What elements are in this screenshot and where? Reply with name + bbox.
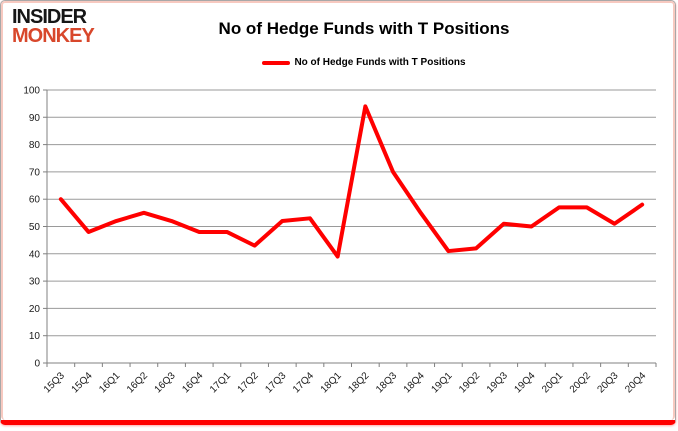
x-axis-label: 16Q3 [153, 370, 178, 395]
x-axis-label: 17Q1 [208, 370, 233, 395]
x-axis-label: 18Q4 [402, 370, 427, 395]
insider-monkey-logo: INSIDER MONKEY [12, 6, 95, 47]
x-axis-label: 15Q4 [70, 370, 95, 395]
x-axis-label: 17Q4 [291, 370, 316, 395]
y-axis-label: 60 [29, 195, 41, 206]
x-axis-label: 18Q1 [319, 370, 344, 395]
y-axis-label: 0 [34, 359, 40, 370]
legend-line-marker [262, 60, 291, 65]
y-axis-label: 10 [29, 331, 41, 342]
x-axis-label: 16Q4 [180, 370, 205, 395]
x-axis-label: 20Q4 [623, 370, 648, 395]
x-axis-label: 20Q3 [596, 370, 621, 395]
x-axis-label: 19Q4 [512, 370, 537, 395]
y-axis-label: 70 [29, 167, 41, 178]
y-axis-label: 100 [23, 86, 40, 97]
x-axis-label: 17Q2 [236, 370, 261, 395]
y-axis-label: 90 [29, 113, 41, 124]
x-axis-label: 18Q2 [346, 370, 371, 395]
x-axis-label: 16Q1 [97, 370, 122, 395]
y-axis-label: 80 [29, 140, 41, 151]
x-axis-label: 20Q1 [540, 370, 565, 395]
legend: No of Hedge Funds with T Positions [53, 57, 675, 68]
x-axis-label: 16Q2 [125, 370, 150, 395]
y-axis-label: 30 [29, 277, 41, 288]
x-axis-label: 19Q1 [429, 370, 454, 395]
x-axis-label: 19Q2 [457, 370, 482, 395]
y-axis-label: 50 [29, 222, 41, 233]
x-axis-label: 20Q2 [568, 370, 593, 395]
x-axis-label: 18Q3 [374, 370, 399, 395]
logo-line-insider: INSIDER [12, 6, 87, 28]
chart-title: No of Hedge Funds with T Positions [218, 19, 510, 38]
x-axis-label: 17Q3 [263, 370, 288, 395]
y-axis-label: 40 [29, 249, 41, 260]
legend-label: No of Hedge Funds with T Positions [294, 57, 466, 68]
logo-line-monkey: MONKEY [12, 25, 95, 47]
x-axis-label: 15Q3 [42, 370, 67, 395]
y-axis-label: 20 [29, 304, 41, 315]
series-line [58, 104, 645, 259]
x-axis-label: 19Q3 [485, 370, 510, 395]
